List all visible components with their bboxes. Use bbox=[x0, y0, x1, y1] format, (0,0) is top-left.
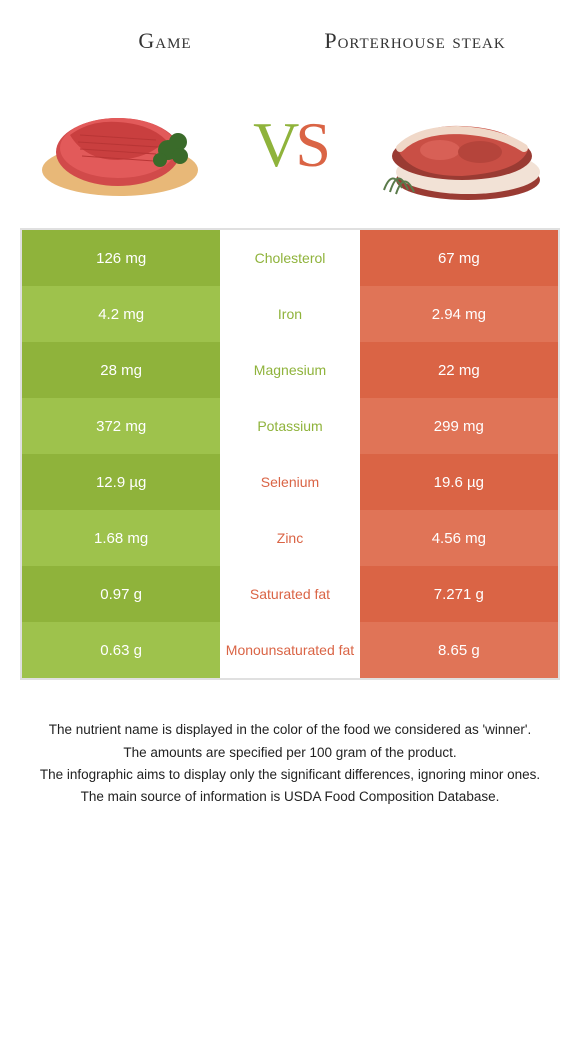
value-right: 2.94 mg bbox=[360, 286, 558, 342]
table-row: 12.9 µgSelenium19.6 µg bbox=[22, 454, 558, 510]
vs-s-letter: S bbox=[295, 109, 327, 180]
nutrient-label: Selenium bbox=[220, 454, 359, 510]
value-right: 299 mg bbox=[360, 398, 558, 454]
nutrient-label: Potassium bbox=[220, 398, 359, 454]
value-right: 8.65 g bbox=[360, 622, 558, 678]
vs-v-letter: V bbox=[253, 109, 295, 180]
value-right: 67 mg bbox=[360, 230, 558, 286]
footnote-line: The amounts are specified per 100 gram o… bbox=[22, 743, 558, 763]
value-left: 12.9 µg bbox=[22, 454, 220, 510]
food-image-right bbox=[370, 80, 550, 210]
value-left: 1.68 mg bbox=[22, 510, 220, 566]
table-row: 28 mgMagnesium22 mg bbox=[22, 342, 558, 398]
nutrient-label: Magnesium bbox=[220, 342, 359, 398]
value-right: 19.6 µg bbox=[360, 454, 558, 510]
footnote-line: The main source of information is USDA F… bbox=[22, 787, 558, 807]
table-row: 126 mgCholesterol67 mg bbox=[22, 230, 558, 286]
nutrient-label: Cholesterol bbox=[220, 230, 359, 286]
footnote-line: The nutrient name is displayed in the co… bbox=[22, 720, 558, 740]
nutrient-label: Monounsaturated fat bbox=[220, 622, 359, 678]
value-left: 28 mg bbox=[22, 342, 220, 398]
nutrient-table: 126 mgCholesterol67 mg4.2 mgIron2.94 mg2… bbox=[20, 228, 560, 680]
value-left: 4.2 mg bbox=[22, 286, 220, 342]
value-left: 372 mg bbox=[22, 398, 220, 454]
table-row: 0.63 gMonounsaturated fat8.65 g bbox=[22, 622, 558, 678]
table-row: 4.2 mgIron2.94 mg bbox=[22, 286, 558, 342]
value-right: 4.56 mg bbox=[360, 510, 558, 566]
food-image-left bbox=[30, 80, 210, 210]
value-left: 0.63 g bbox=[22, 622, 220, 678]
images-row: VS bbox=[0, 72, 580, 228]
value-right: 22 mg bbox=[360, 342, 558, 398]
value-left: 0.97 g bbox=[22, 566, 220, 622]
nutrient-label: Saturated fat bbox=[220, 566, 359, 622]
title-right: Porterhouse steak bbox=[290, 28, 540, 54]
nutrient-label: Zinc bbox=[220, 510, 359, 566]
vs-badge: VS bbox=[253, 108, 327, 182]
title-left: Game bbox=[40, 28, 290, 54]
footnotes: The nutrient name is displayed in the co… bbox=[0, 680, 580, 807]
titles-row: Game Porterhouse steak bbox=[0, 0, 580, 72]
nutrient-label: Iron bbox=[220, 286, 359, 342]
table-row: 0.97 gSaturated fat7.271 g bbox=[22, 566, 558, 622]
table-row: 372 mgPotassium299 mg bbox=[22, 398, 558, 454]
value-left: 126 mg bbox=[22, 230, 220, 286]
footnote-line: The infographic aims to display only the… bbox=[22, 765, 558, 785]
table-row: 1.68 mgZinc4.56 mg bbox=[22, 510, 558, 566]
value-right: 7.271 g bbox=[360, 566, 558, 622]
